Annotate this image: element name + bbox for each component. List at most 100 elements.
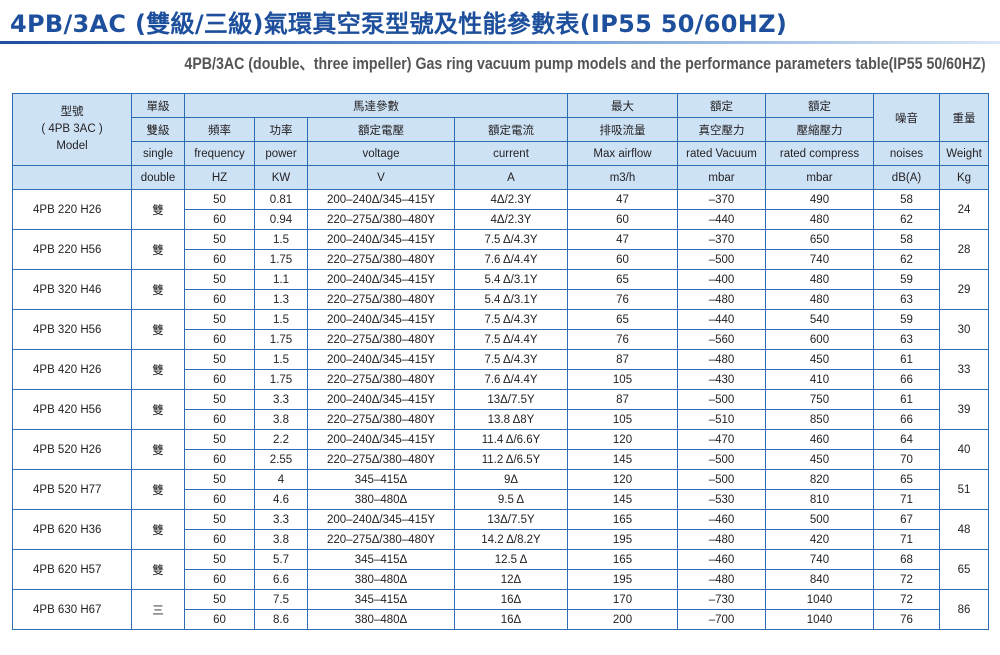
weight-header-en: Weight [939, 141, 989, 166]
compress-cell: 740 [765, 549, 874, 570]
spec-table-body: 型號 ( 4PB 3AC ) Model 單級 馬達參數 最大 額定 額定 噪音… [12, 93, 989, 630]
noise-cell: 71 [873, 489, 940, 510]
voltage-cell: 345–415Δ [307, 469, 455, 490]
noise-cell: 64 [873, 429, 940, 450]
compress-cell: 740 [765, 249, 874, 270]
vacuum-cell: –480 [677, 569, 766, 590]
noise-cell: 67 [873, 509, 940, 530]
table-row: 60 6.6 380–480Δ 12Δ 195 –480 840 72 [13, 569, 989, 590]
table-row: 4PB 520 H77 雙 50 4 345–415Δ 9Δ 120 –500 820 65 51 [12, 469, 989, 510]
voltage-cell: 220–275Δ/380–480Y [307, 409, 455, 430]
airflow-unit: m3/h [567, 165, 678, 190]
power-cell: 3.8 [254, 409, 308, 430]
freq-cell: 60 [184, 369, 255, 390]
compress-cell: 500 [765, 509, 874, 530]
freq-cell: 50 [184, 349, 255, 370]
freq-header-zh: 頻率 [184, 117, 255, 142]
compress-cell: 450 [765, 349, 874, 370]
power-cell: 3.3 [254, 389, 308, 410]
table-row: 4PB 320 H46 雙 50 1.1 200–240Δ/345–415Y 5.4 Δ/… [12, 269, 989, 310]
model-header-en: Model [56, 140, 88, 152]
noise-cell: 58 [873, 229, 940, 250]
noise-header-en: noises [873, 141, 940, 166]
table-row: 4PB 620 H57 雙 50 5.7 345–415Δ 12.5 Δ 165 –460 74… [12, 549, 989, 590]
power-cell: 1.5 [254, 349, 308, 370]
vacuum-header-en: rated Vacuum [677, 141, 766, 166]
table-row: 4PB 220 H56 雙 50 1.5 200–240Δ/345–415Y 7.5 Δ/… [12, 229, 989, 270]
current-cell: 12Δ [454, 569, 568, 590]
freq-cell: 50 [184, 509, 255, 530]
current-cell: 7.6 Δ/4.4Y [454, 369, 568, 390]
compress-cell: 460 [765, 429, 874, 450]
noise-cell: 71 [873, 529, 940, 550]
freq-cell: 60 [184, 329, 255, 350]
voltage-cell: 220–275Δ/380–480Y [307, 289, 455, 310]
noise-cell: 61 [873, 389, 940, 410]
freq-cell: 60 [184, 529, 255, 550]
voltage-cell: 380–480Δ [307, 609, 455, 630]
noise-cell: 66 [873, 409, 940, 430]
current-unit: A [454, 165, 568, 190]
weight-cell: 30 [939, 309, 989, 350]
noise-cell: 62 [873, 209, 940, 230]
noise-cell: 62 [873, 249, 940, 270]
airflow-cell: 105 [567, 369, 678, 390]
current-cell: 7.5 Δ/4.3Y [454, 309, 568, 330]
current-cell: 13.8 Δ8Y [454, 409, 568, 430]
vacuum-cell: –500 [677, 449, 766, 470]
airflow-cell: 195 [567, 529, 678, 550]
airflow-cell: 87 [567, 389, 678, 410]
stage-cell: 雙 [131, 549, 185, 590]
freq-cell: 60 [184, 209, 255, 230]
model-name-cell: 4PB 520 H77 [12, 469, 132, 510]
stage-header-en2: double [131, 165, 185, 190]
freq-cell: 60 [184, 289, 255, 310]
stage-cell: 雙 [131, 469, 185, 510]
power-cell: 3.3 [254, 509, 308, 530]
freq-cell: 60 [184, 449, 255, 470]
power-unit: KW [254, 165, 308, 190]
compress-header-en: rated compress [765, 141, 874, 166]
stage-cell: 雙 [131, 349, 185, 390]
compress-cell: 540 [765, 309, 874, 330]
power-cell: 4.6 [254, 489, 308, 510]
current-cell: 16Δ [454, 609, 568, 630]
compress-cell: 480 [765, 269, 874, 290]
compress-cell: 480 [765, 209, 874, 230]
airflow-cell: 165 [567, 549, 678, 570]
airflow-cell: 195 [567, 569, 678, 590]
header-row-1: 型號 ( 4PB 3AC ) Model 單級 馬達參數 最大 額定 額定 噪音… [12, 93, 989, 166]
spec-table: 型號 ( 4PB 3AC ) Model 單級 馬達參數 最大 額定 額定 噪音… [12, 93, 989, 630]
stage-cell: 雙 [131, 509, 185, 550]
airflow-cell: 120 [567, 429, 678, 450]
voltage-cell: 380–480Δ [307, 569, 455, 590]
model-header-code: ( 4PB 3AC ) [41, 123, 103, 135]
vacuum-cell: –460 [677, 509, 766, 530]
model-header-zh: 型號 [60, 106, 84, 118]
compress-cell: 1040 [765, 609, 874, 630]
table-row: 4PB 220 H26 雙 50 0.81 200–240Δ/345–415Y 4Δ/2.… [12, 189, 989, 230]
model-name-cell: 4PB 320 H56 [12, 309, 132, 350]
power-header-en: power [254, 141, 308, 166]
airflow-header-zh1: 最大 [567, 93, 678, 118]
airflow-cell: 165 [567, 509, 678, 530]
current-cell: 7.5 Δ/4.3Y [454, 349, 568, 370]
table-row: 4PB 420 H26 雙 50 1.5 200–240Δ/345–415Y 7.5 Δ/… [12, 349, 989, 390]
table-row: 60 1.3 220–275Δ/380–480Y 5.4 Δ/3.1Y 76 –480 48… [13, 289, 989, 310]
freq-cell: 60 [184, 409, 255, 430]
model-name-cell: 4PB 420 H56 [12, 389, 132, 430]
stage-cell: 雙 [131, 269, 185, 310]
vacuum-cell: –480 [677, 349, 766, 370]
weight-unit: Kg [939, 165, 989, 190]
current-cell: 7.5 Δ/4.4Y [454, 329, 568, 350]
power-cell: 5.7 [254, 549, 308, 570]
table-row: 60 1.75 220–275Δ/380–480Y 7.6 Δ/4.4Y 60 –500 7… [13, 249, 989, 270]
freq-cell: 50 [184, 229, 255, 250]
airflow-cell: 76 [567, 289, 678, 310]
power-cell: 1.3 [254, 289, 308, 310]
airflow-cell: 47 [567, 229, 678, 250]
stage-cell: 雙 [131, 309, 185, 350]
stage-cell: 雙 [131, 389, 185, 430]
weight-cell: 33 [939, 349, 989, 390]
compress-header-zh2: 壓縮壓力 [765, 117, 874, 142]
